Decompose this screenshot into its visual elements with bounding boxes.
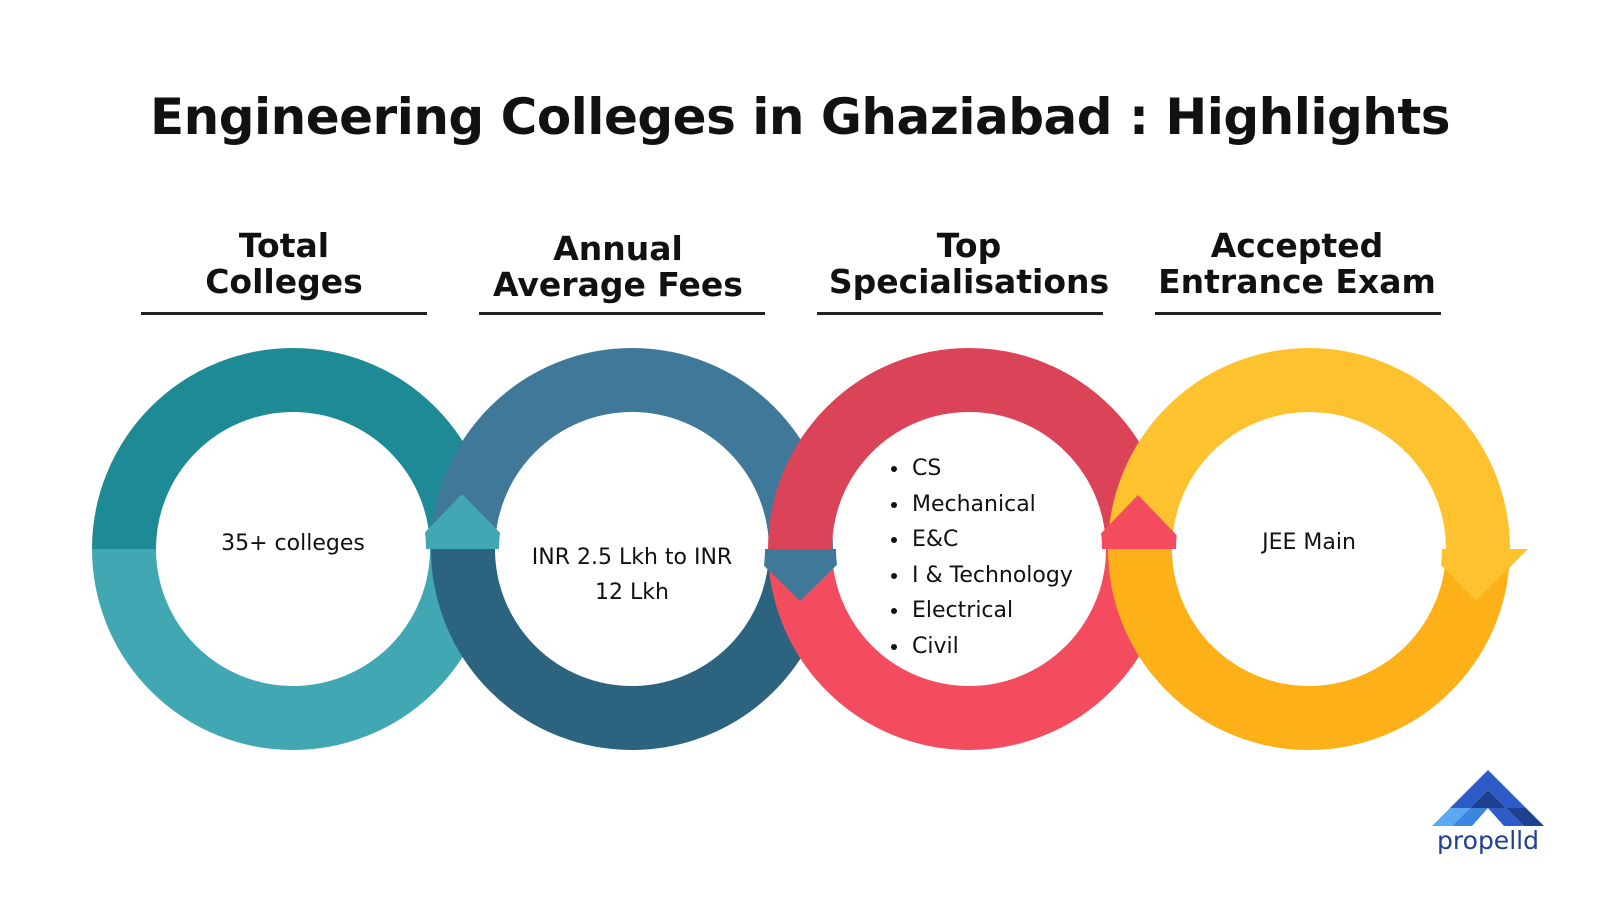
heading-line: Top — [936, 226, 1002, 265]
ring-inner-disc — [160, 416, 426, 682]
ring-inner-disc — [499, 416, 765, 682]
ring-top-arc — [431, 348, 833, 549]
heading-total-colleges: Total Colleges — [139, 228, 429, 300]
heading-line: Specialisations — [828, 262, 1110, 301]
ring-bottom-arc — [1108, 549, 1510, 750]
heading-underline — [141, 312, 427, 315]
heading-line: Accepted — [1210, 226, 1384, 265]
value-line: INR 2.5 Lkh to INR — [531, 545, 733, 570]
ring-top-specialisations — [768, 348, 1170, 750]
heading-line: Entrance Exam — [1158, 262, 1436, 301]
page-title: Engineering Colleges in Ghaziabad : High… — [149, 88, 1451, 146]
arrow-down-icon — [1425, 549, 1528, 601]
ring-top-arc — [1108, 348, 1510, 549]
arrow-up-icon — [409, 494, 516, 549]
heading-underline — [479, 312, 765, 315]
heading-line: Average Fees — [493, 265, 743, 304]
value-line: 12 Lkh — [595, 580, 669, 605]
logo-wordmark: propelld — [1437, 826, 1539, 855]
ring-total-colleges — [92, 348, 494, 750]
ring-bottom-arc — [768, 549, 1170, 750]
ring-annual-fees — [431, 348, 833, 750]
heading-underline — [1155, 312, 1441, 315]
total-colleges-value: 35+ colleges — [221, 531, 365, 556]
specialisations-list: CS Mechanical E&C I & Technology Electri… — [880, 451, 1073, 664]
heading-entrance-exam: Accepted Entrance Exam — [1142, 228, 1452, 300]
heading-line: Annual — [553, 229, 683, 268]
ring-bottom-arc — [431, 549, 833, 750]
arrow-up-icon — [1086, 495, 1190, 549]
heading-top-specialisations: Top Specialisations — [814, 228, 1124, 300]
ring-top-arc — [92, 348, 494, 549]
heading-line: Total — [238, 226, 330, 265]
heading-line: Colleges — [205, 262, 363, 301]
list-item: Civil — [910, 629, 1073, 665]
heading-underline — [817, 312, 1103, 315]
heading-annual-fees: Annual Average Fees — [473, 231, 763, 303]
ring-inner-disc — [836, 416, 1102, 682]
ring-bottom-arc — [92, 549, 494, 750]
propelld-logo-icon — [1432, 770, 1544, 826]
ring-top-arc — [768, 348, 1170, 549]
annual-fees-value: INR 2.5 Lkh to INR 12 Lkh — [522, 540, 742, 610]
ring-inner-disc — [1176, 416, 1442, 682]
entrance-exam-value: JEE Main — [1262, 530, 1356, 555]
list-item: I & Technology — [910, 558, 1073, 594]
ring-entrance-exam — [1108, 348, 1510, 750]
arrow-down-icon — [747, 549, 853, 601]
list-item: Mechanical — [910, 487, 1073, 523]
list-item: CS — [910, 451, 1073, 487]
list-item: Electrical — [910, 593, 1073, 629]
list-item: E&C — [910, 522, 1073, 558]
